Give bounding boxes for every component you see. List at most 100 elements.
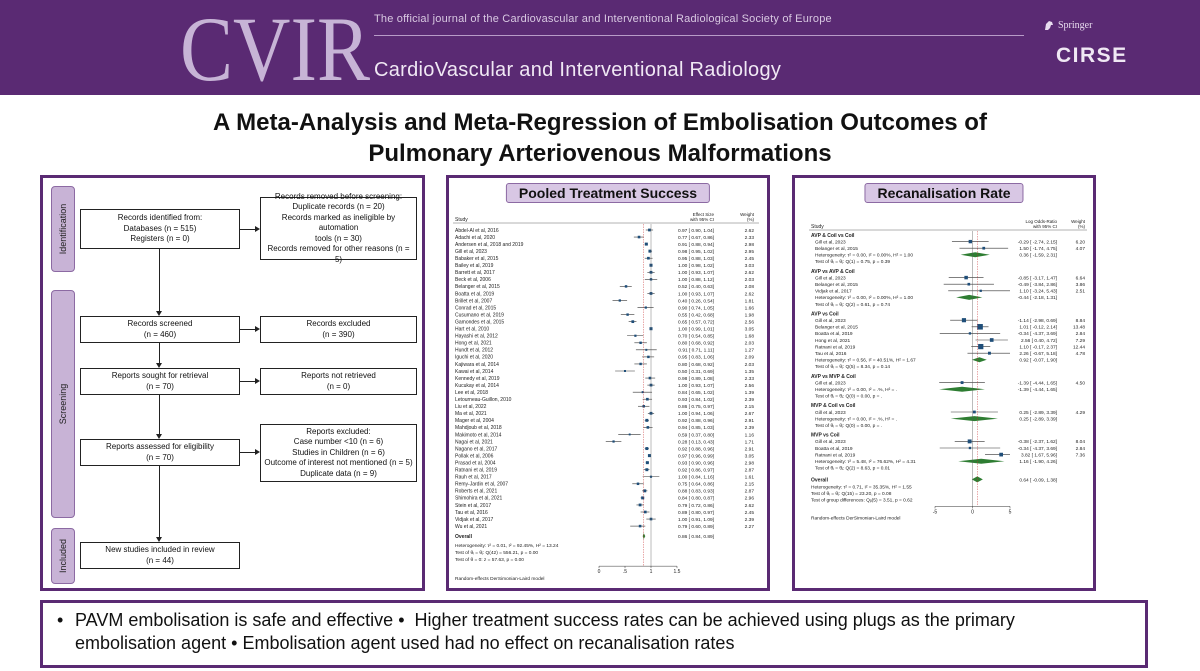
weight-value: 2.03	[745, 362, 755, 368]
effect-marker	[639, 362, 642, 366]
effect-marker	[642, 405, 645, 408]
arrow-down-icon	[156, 537, 162, 542]
study-label: Prasad et al, 2004	[455, 460, 496, 466]
effect-value: 0.79 [ 0.72, 0.86]	[678, 503, 714, 509]
bullet-icon: •	[231, 633, 238, 653]
weight-value: 2.91	[745, 446, 755, 452]
group-heterogeneity: Heterogeneity: τ² = 0.00, I² = .%, H² = …	[815, 416, 897, 422]
x-tick-label: 0	[598, 569, 601, 575]
effect-marker	[638, 524, 642, 528]
col-header-weight: Weight	[740, 212, 755, 217]
effect-value: 0.93 [ 0.84, 1.02]	[678, 397, 714, 403]
weight-value: 2.62	[745, 228, 755, 234]
group-heterogeneity: Heterogeneity: τ² = 0.00, I² = 0.00%, H²…	[815, 253, 913, 259]
study-label: Belanger et al, 2015	[455, 284, 500, 290]
weight-value: 8.84	[1076, 318, 1086, 324]
weight-value: 6.20	[1076, 239, 1086, 245]
findings-line-1: • PAVM embolisation is safe and effective…	[57, 609, 1131, 632]
effect-value: 1.50 [ -1.74, 4.75]	[1019, 246, 1057, 252]
study-label: Hong et al, 2021	[455, 341, 492, 347]
connector-line	[159, 395, 160, 434]
overall-label: Overall	[811, 477, 829, 483]
effect-marker	[639, 341, 642, 345]
model-note: Random-effects DerSimonian-Laird model	[455, 576, 545, 582]
effect-value: 0.92 [ 0.88, 0.96]	[678, 446, 714, 452]
weight-value: 2.56	[745, 319, 755, 325]
weight-value: 2.91	[745, 418, 755, 424]
study-label: Tau et al, 2016	[455, 510, 488, 516]
arrow-right-icon	[255, 326, 260, 332]
study-label: Boatta et al, 2019	[815, 446, 853, 452]
effect-value: 1.00 [ 0.93, 1.07]	[678, 270, 714, 276]
study-label: Andersen et al, 2018 and 2019	[455, 242, 524, 248]
effect-value: 0.90 [ 0.74, 1.05]	[678, 305, 714, 311]
connector-line	[240, 452, 255, 453]
group-test: Test of θᵢ = θⱼ: Q(1) = 0.75, p = 0.39	[815, 259, 890, 265]
overall-value: 0.86 [ 0.84, 0.89]	[678, 534, 714, 540]
effect-value: 0.50 [ 0.31, 0.69]	[678, 369, 714, 375]
x-tick-label: 1.5	[674, 569, 681, 575]
effect-marker	[968, 239, 973, 244]
reports-assessed-box: Reports assessed for eligibility (n = 70)	[80, 439, 240, 466]
study-label: Liu et al, 2022	[455, 404, 487, 410]
study-label: Nagano et al, 2017	[455, 446, 497, 452]
effect-marker	[982, 246, 986, 250]
weight-value: 6.64	[1076, 275, 1086, 281]
weight-value: 2.84	[1076, 446, 1086, 452]
study-label: Gill et al, 2023	[455, 249, 487, 255]
effect-value: -1.14 [ -2.98, 0.69]	[1018, 318, 1057, 324]
effect-marker	[618, 299, 621, 302]
weight-value: 3.86	[1076, 282, 1086, 288]
journal-name: CardioVascular and Interventional Radiol…	[374, 59, 782, 81]
weight-value: 1.27	[745, 348, 755, 354]
effect-value: 1.00 [ 0.93, 1.07]	[678, 291, 714, 297]
effect-value: 1.00 [ 0.94, 1.06]	[678, 411, 714, 417]
study-label: Kajiwara et al, 2014	[455, 362, 499, 368]
study-label: Remy-Jardin et al, 2007	[455, 482, 508, 488]
effect-marker	[634, 334, 637, 337]
effect-marker	[967, 439, 972, 444]
effect-value: 0.91 [ 0.71, 1.11]	[678, 348, 714, 354]
stage-included: Included	[51, 528, 75, 584]
study-label: Letourneau-Guillon, 2010	[455, 397, 512, 403]
effect-marker	[644, 242, 648, 246]
weight-value: 2.33	[745, 376, 755, 382]
overall-label: Overall	[455, 534, 473, 540]
weight-value: 4.78	[1076, 351, 1086, 357]
group-label: AVP vs AVP & Coil	[811, 269, 855, 275]
arrow-down-icon	[156, 434, 162, 439]
x-tick-label: 5	[1009, 509, 1012, 515]
effect-marker	[645, 418, 649, 422]
group-heterogeneity: Heterogeneity: τ² = 0.00, I² = 0.00%, H²…	[815, 295, 913, 301]
model-note: Random-effects DerSimonian-Laird model	[811, 515, 901, 521]
effect-value: 0.84 [ 0.65, 1.02]	[678, 390, 714, 396]
springer-horse-icon	[1045, 21, 1053, 30]
weight-value: 2.96	[745, 496, 755, 502]
subgroup-diamond	[950, 416, 998, 422]
group-heterogeneity: Heterogeneity: τ² = 0.00, I² = .%, H² = …	[815, 387, 897, 393]
study-label: Gamondes et al, 2015	[455, 319, 504, 325]
reports-excluded-box: Reports excluded: Case number <10 (n = 6)…	[260, 424, 417, 482]
effect-value: 1.00 [ 0.91, 1.09]	[678, 517, 714, 523]
study-label: Gill et al, 2023	[815, 439, 846, 445]
weight-value: 2.33	[745, 235, 755, 241]
study-label: Lee et al, 2018	[455, 390, 488, 396]
x-tick-label: 0	[971, 509, 974, 515]
study-label: Mahdjoub et al, 2018	[455, 425, 502, 431]
weight-value: 2.51	[1076, 289, 1086, 295]
study-label: Ma et al, 2021	[455, 411, 487, 417]
arrow-right-icon	[255, 226, 260, 232]
weight-value: 2.67	[745, 411, 755, 417]
weight-value: 1.98	[745, 312, 755, 318]
society-logo: CIRSE	[1056, 44, 1128, 67]
study-label: Kawai et al, 2014	[455, 369, 494, 375]
effect-marker	[628, 433, 631, 436]
weight-value: 13.48	[1073, 325, 1085, 331]
effect-value: 0.77 [ 0.67, 0.86]	[678, 235, 714, 241]
study-label: Kennedy et al, 2019	[455, 376, 500, 382]
col-header-effect: Log Odds-Ratio	[1025, 219, 1057, 224]
overall-diamond	[642, 533, 646, 540]
group-test: Test of θᵢ = θⱼ: Q(2) = 0.61, p = 0.74	[815, 302, 890, 308]
stat-line: Test of θᵢ = θⱼ: Q(15) = 23.20, p = 0.08	[811, 491, 892, 497]
